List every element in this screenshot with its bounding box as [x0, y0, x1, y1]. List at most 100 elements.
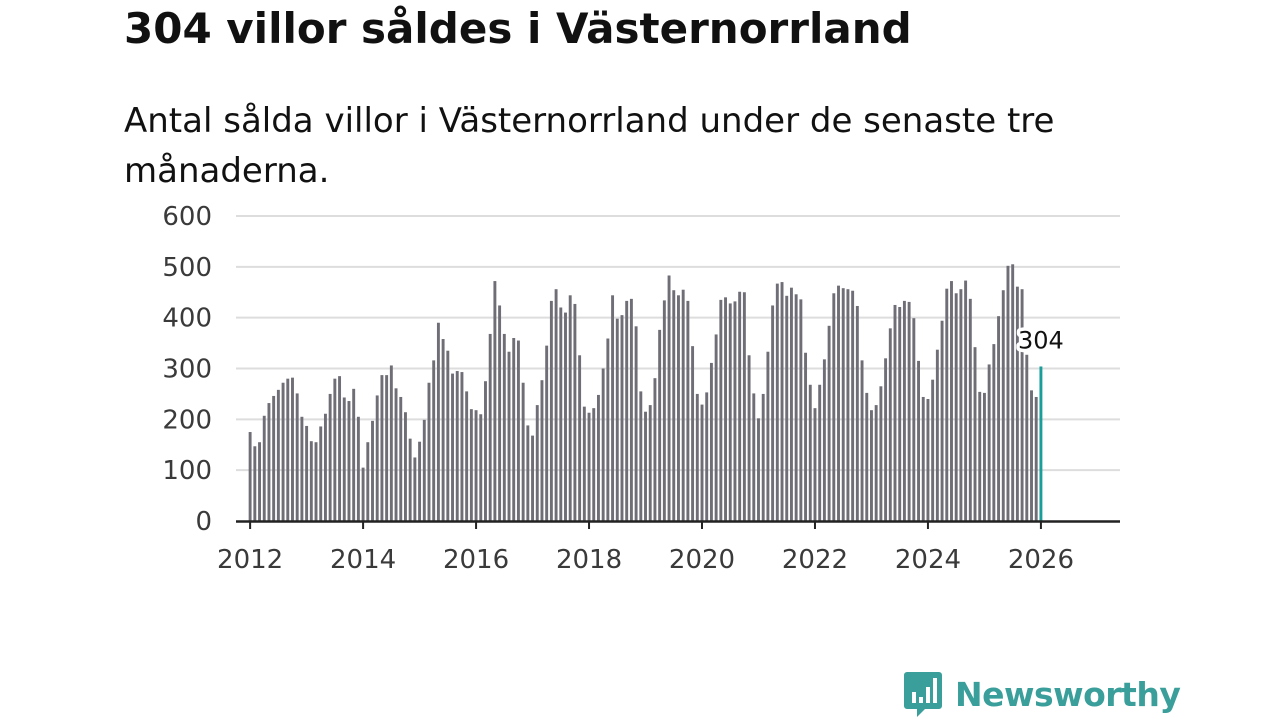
bar	[498, 305, 502, 521]
bar	[837, 285, 840, 521]
bar	[752, 393, 756, 521]
bar	[455, 371, 459, 521]
bar	[945, 288, 949, 521]
x-tick-label: 2014	[330, 545, 396, 575]
bar	[827, 325, 831, 521]
bar	[855, 305, 859, 521]
bar	[427, 382, 431, 521]
bar	[404, 412, 407, 521]
bar	[902, 300, 906, 521]
x-tick-label: 2022	[782, 545, 848, 575]
bar	[568, 295, 572, 521]
bar	[997, 316, 1001, 521]
bar	[521, 382, 525, 521]
bar	[662, 300, 666, 521]
bar	[366, 442, 370, 521]
bar	[860, 360, 864, 521]
bar	[460, 372, 464, 521]
bar	[399, 396, 403, 521]
newsworthy-logo-icon	[904, 672, 942, 717]
bar	[512, 338, 516, 521]
bar	[276, 389, 280, 521]
bar	[559, 307, 563, 521]
bar	[1006, 265, 1010, 521]
bar	[968, 298, 972, 521]
bar	[653, 378, 657, 521]
bar	[356, 416, 360, 521]
bar	[912, 318, 916, 521]
bar	[281, 382, 285, 521]
bar	[385, 375, 389, 521]
bar	[742, 292, 746, 521]
y-tick-label: 200	[162, 405, 212, 435]
bar	[526, 425, 530, 521]
bar	[629, 298, 633, 521]
bar	[484, 381, 487, 521]
bar	[389, 365, 393, 521]
bar	[719, 299, 723, 522]
bar	[596, 394, 600, 521]
bar	[394, 388, 398, 521]
bar	[804, 352, 808, 521]
y-tick-label: 600	[162, 202, 212, 232]
bar	[1001, 290, 1005, 521]
bar	[644, 411, 647, 521]
x-tick-label: 2026	[1008, 545, 1074, 575]
bar	[884, 358, 888, 521]
bar	[813, 408, 817, 521]
bar	[691, 346, 695, 521]
bar	[1015, 286, 1019, 521]
bar	[992, 344, 996, 521]
bar	[342, 397, 346, 521]
bar	[300, 416, 304, 521]
bar	[361, 467, 365, 522]
bar	[516, 340, 520, 521]
bar	[436, 322, 440, 521]
bar	[413, 457, 417, 521]
bar	[785, 295, 789, 521]
bar	[705, 392, 709, 521]
bar-chart: 0 100 200 300 400 500 600 2012 2014 2016 2018 2020…	[162, 202, 1120, 575]
bar	[879, 386, 883, 521]
bar	[479, 414, 483, 521]
bar	[973, 347, 977, 521]
bar	[865, 392, 869, 521]
last-value-annotation: 304	[1015, 323, 1068, 358]
bar	[954, 293, 958, 521]
bar	[841, 288, 845, 521]
bar	[700, 404, 704, 521]
bar	[681, 289, 685, 521]
bar	[898, 306, 902, 521]
bar	[422, 419, 426, 521]
bar	[432, 360, 436, 521]
x-tick-label: 2018	[556, 545, 622, 575]
bar	[262, 415, 266, 521]
bar	[328, 393, 332, 521]
bar	[578, 355, 582, 521]
bar	[295, 393, 299, 521]
bar	[709, 362, 713, 521]
bar	[582, 406, 586, 522]
bar	[766, 351, 770, 521]
bar	[573, 303, 577, 521]
bar	[818, 384, 822, 521]
bar	[1011, 264, 1015, 521]
bar	[935, 349, 939, 521]
bar	[658, 329, 662, 521]
bar	[799, 299, 803, 521]
bar	[1020, 289, 1024, 521]
bar	[747, 355, 751, 521]
y-tick-label: 400	[162, 304, 212, 334]
bar	[738, 291, 742, 521]
brand-name: Newsworthy	[955, 674, 1181, 714]
chart-subtitle: Antal sålda villor i Västernorrland unde…	[124, 101, 1055, 191]
brand-logo: Newsworthy	[903, 670, 1181, 718]
bar	[549, 300, 553, 521]
bar	[606, 338, 610, 521]
y-tick-label: 300	[162, 355, 212, 385]
bar	[761, 393, 765, 521]
bar	[780, 282, 784, 521]
bar	[771, 305, 775, 521]
bar	[418, 441, 422, 521]
bar	[352, 388, 356, 521]
